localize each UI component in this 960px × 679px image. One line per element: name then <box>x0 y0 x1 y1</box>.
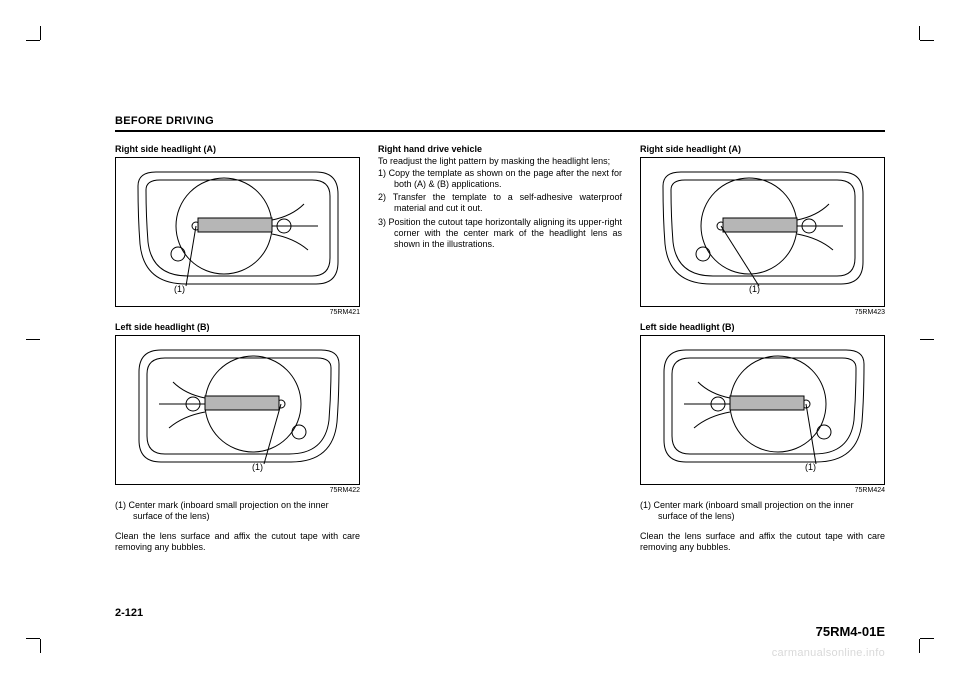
crop-mark <box>919 639 920 653</box>
crop-mark <box>920 339 934 340</box>
crop-mark <box>920 40 934 41</box>
crop-mark <box>26 339 40 340</box>
intro-text: To readjust the light pattern by masking… <box>378 156 622 167</box>
crop-mark <box>26 40 40 41</box>
figure-title: Left side headlight (B) <box>115 322 360 333</box>
list-item: 2) Transfer the template to a self-adhes… <box>378 192 622 215</box>
column-1: Right side headlight (A) <box>115 144 360 561</box>
headlight-left-b-illustration <box>116 336 361 486</box>
crop-mark <box>920 638 934 639</box>
figure-code: 75RM424 <box>640 487 885 496</box>
figure-caption: (1) Center mark (inboard small projectio… <box>115 500 360 523</box>
column-3: Right side headlight (A) <box>640 144 885 561</box>
headlight-right-a-illustration <box>641 158 886 308</box>
crop-mark <box>919 26 920 40</box>
crop-mark <box>40 639 41 653</box>
figure-box: (1) <box>640 335 885 485</box>
paragraph: Clean the lens surface and affix the cut… <box>640 531 885 554</box>
figure-title: Right side headlight (A) <box>640 144 885 155</box>
numbered-list: 1) Copy the template as shown on the pag… <box>378 168 622 251</box>
figure-label: (1) <box>805 462 816 473</box>
crop-mark <box>40 26 41 40</box>
crop-mark <box>26 638 40 639</box>
column-2: Right hand drive vehicle To readjust the… <box>378 144 622 561</box>
figure-title: Right side headlight (A) <box>115 144 360 155</box>
figure-label: (1) <box>174 284 185 295</box>
headlight-right-a-illustration <box>116 158 361 308</box>
paragraph: Clean the lens surface and affix the cut… <box>115 531 360 554</box>
horizontal-rule <box>115 130 885 132</box>
page-number: 2-121 <box>115 607 143 619</box>
figure-label: (1) <box>749 284 760 295</box>
heading: Right hand drive vehicle <box>378 144 622 155</box>
figure-code: 75RM423 <box>640 309 885 318</box>
list-item: 1) Copy the template as shown on the pag… <box>378 168 622 191</box>
figure-code: 75RM422 <box>115 487 360 496</box>
figure-caption: (1) Center mark (inboard small projectio… <box>640 500 885 523</box>
figure-box: (1) <box>115 335 360 485</box>
content-columns: Right side headlight (A) <box>115 144 885 561</box>
page: BEFORE DRIVING Right side headlight (A) <box>0 0 960 679</box>
list-item: 3) Position the cutout tape horizontally… <box>378 217 622 251</box>
figure-label: (1) <box>252 462 263 473</box>
headlight-left-b-illustration <box>641 336 886 486</box>
figure-title: Left side headlight (B) <box>640 322 885 333</box>
figure-box: (1) <box>640 157 885 307</box>
watermark: carmanualsonline.info <box>772 647 885 659</box>
figure-code: 75RM421 <box>115 309 360 318</box>
section-title: BEFORE DRIVING <box>115 115 214 127</box>
figure-box: (1) <box>115 157 360 307</box>
document-code: 75RM4-01E <box>816 624 885 639</box>
